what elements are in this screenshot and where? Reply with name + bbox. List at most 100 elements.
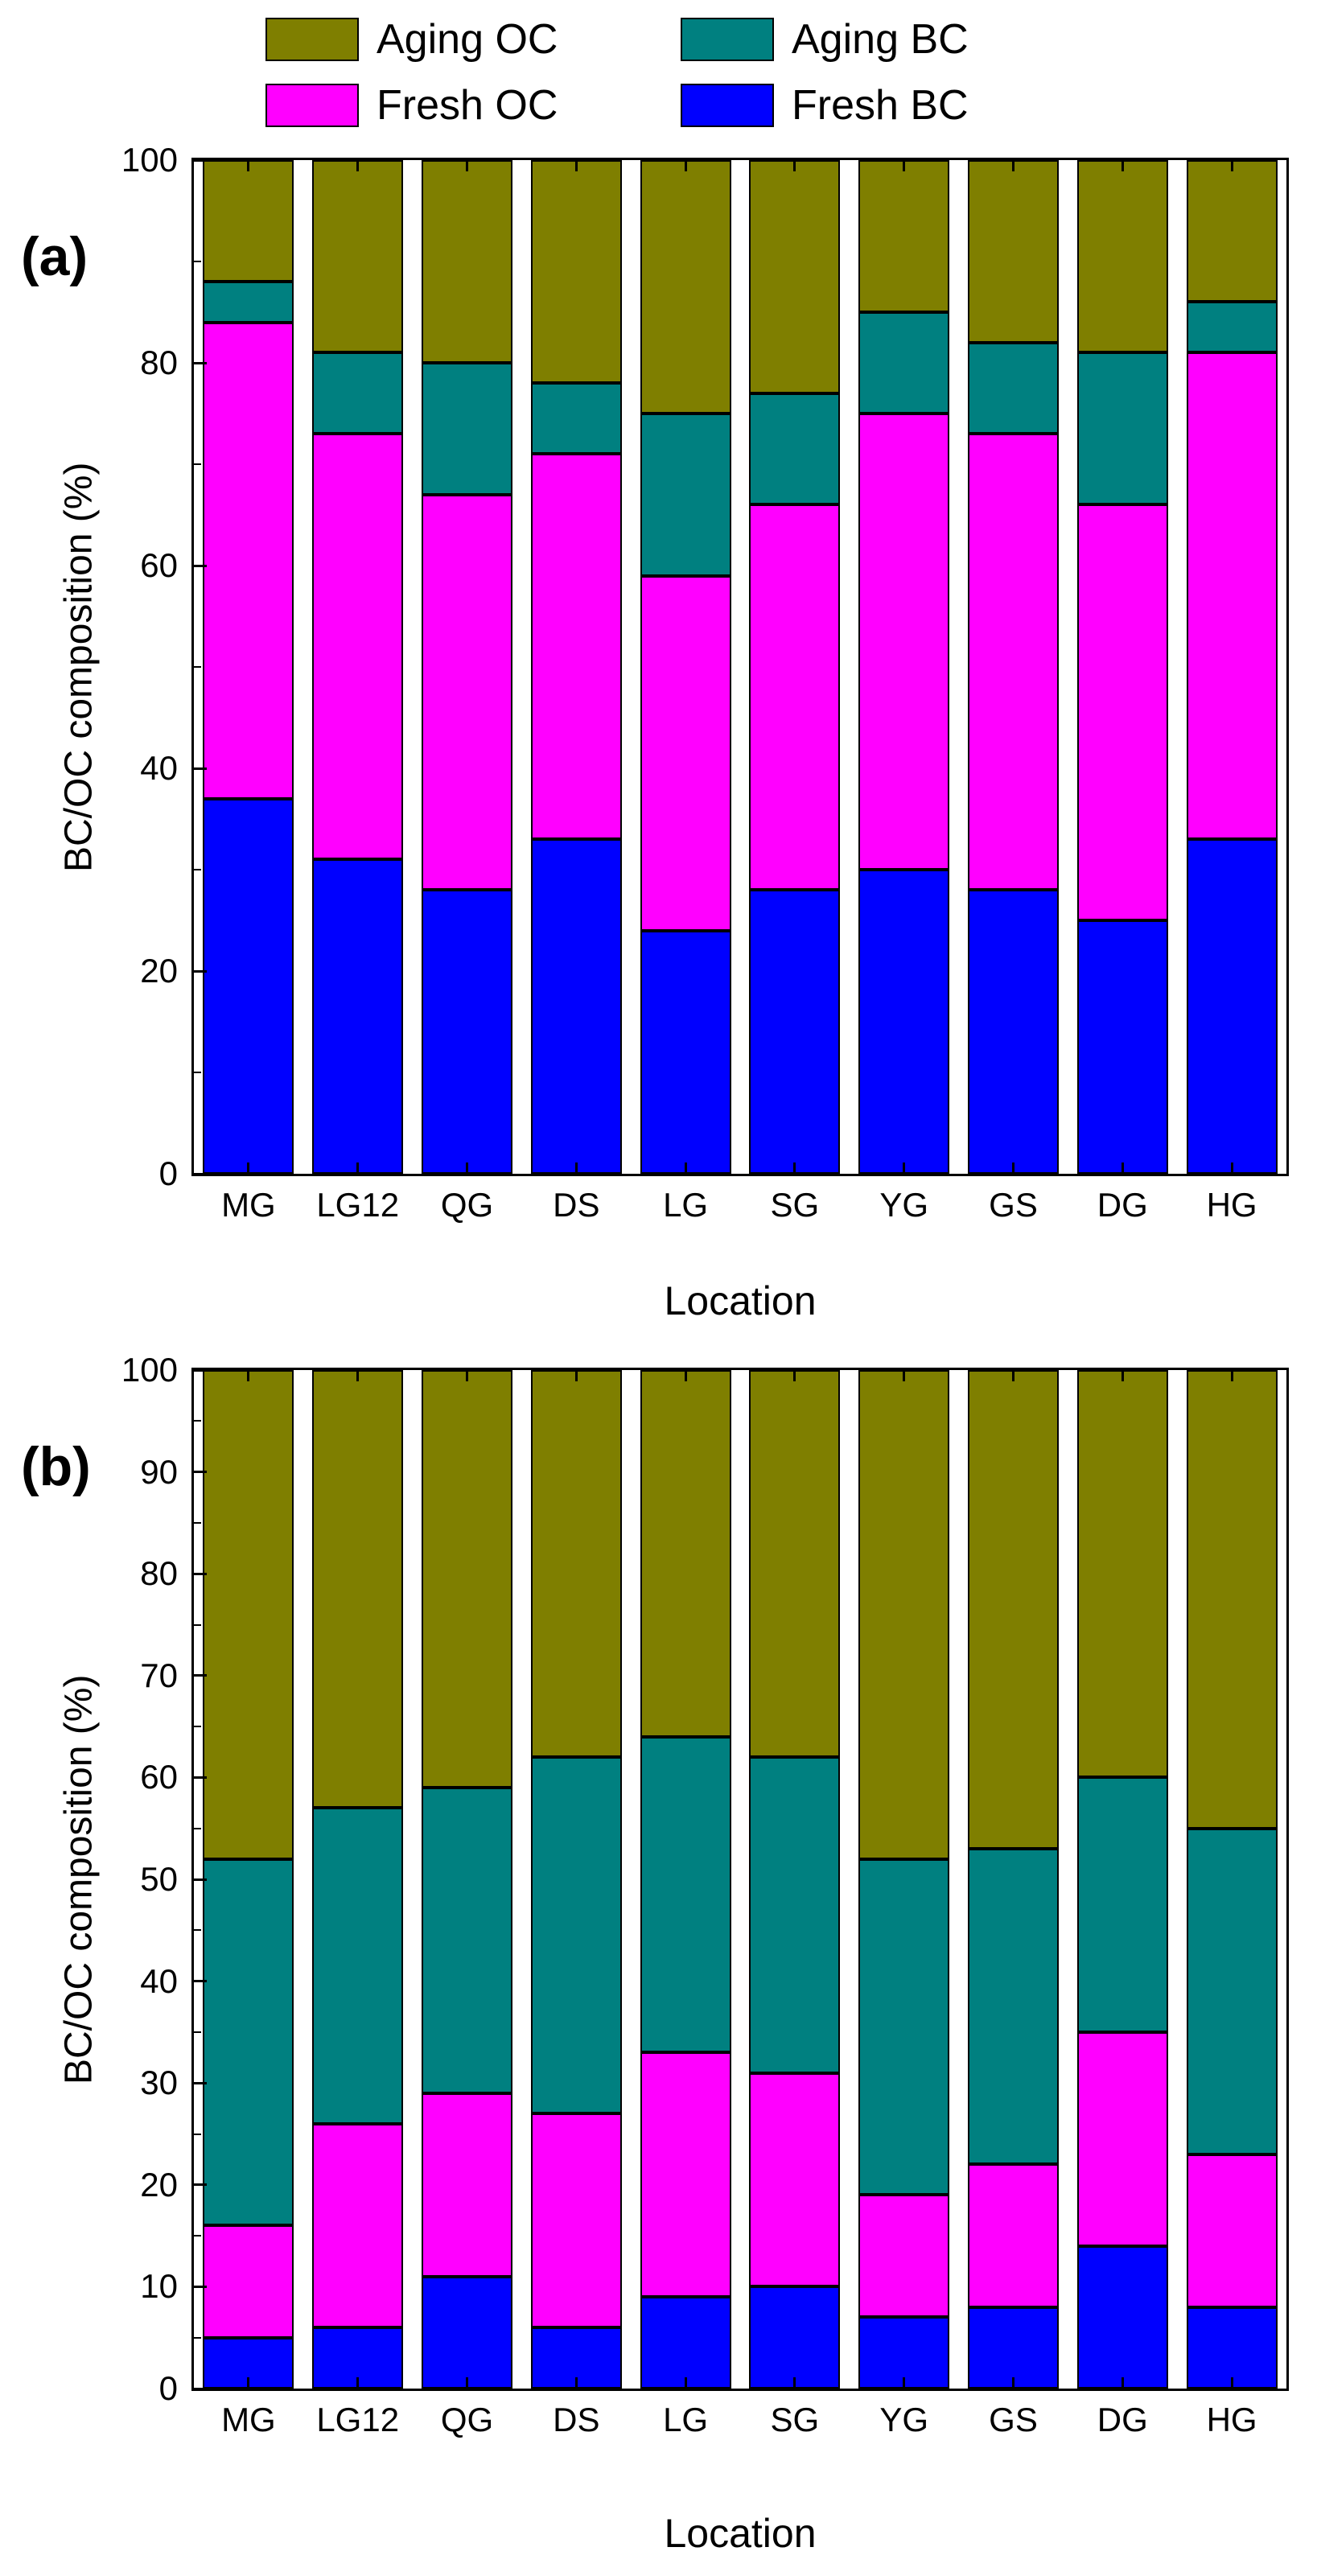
y-tick-label: 20 — [140, 2165, 178, 2204]
bar-segment-aging-bc — [203, 1858, 294, 2226]
bar-segment-fresh-oc — [858, 2195, 950, 2318]
x-axis-tick — [1230, 2377, 1233, 2389]
bar-segment-fresh-oc — [1186, 2154, 1278, 2307]
y-minor-tick — [194, 463, 201, 465]
y-tick-label: 100 — [121, 141, 178, 179]
x-axis-tick — [903, 1162, 906, 1174]
x-axis-tick — [1012, 1370, 1015, 1381]
bar-segment-aging-bc — [640, 1736, 731, 2053]
x-tick-label: HG — [1206, 2401, 1257, 2438]
bar-segment-fresh-oc — [530, 454, 622, 840]
bar-segment-fresh-oc — [312, 434, 404, 860]
legend-label-fresh-bc: Fresh BC — [792, 82, 969, 129]
bar-segment-aging-bc — [968, 1849, 1059, 2165]
x-axis-tick — [1121, 1370, 1124, 1381]
bar-segment-aging-bc — [858, 1858, 950, 2195]
x-axis-tick — [903, 1370, 906, 1381]
legend-item-fresh-bc: Fresh BC — [681, 84, 969, 127]
bar-segment-fresh-oc — [968, 2164, 1059, 2307]
bar-segment-aging-bc — [1076, 352, 1168, 505]
bar-segment-aging-oc — [858, 1370, 950, 1859]
x-tick-label: YG — [879, 1186, 929, 1224]
y-major-tick — [194, 1368, 207, 1372]
bar-segment-aging-bc — [749, 1757, 841, 2073]
y-major-tick — [194, 1776, 207, 1779]
legend-item-fresh-oc: Fresh OC — [265, 84, 681, 127]
y-minor-tick — [194, 666, 201, 668]
y-tick-label: 0 — [158, 2369, 178, 2407]
y-major-tick — [194, 2285, 207, 2288]
bar-segment-aging-oc — [968, 1370, 1059, 1850]
y-tick-label: 70 — [140, 1656, 178, 1694]
x-tick-label: QG — [440, 2401, 494, 2438]
panel-label-b: (b) — [21, 1436, 91, 1497]
bar-segment-fresh-bc — [1186, 2306, 1278, 2389]
bar-segment-aging-bc — [422, 1788, 512, 2093]
bar-segment-fresh-oc — [968, 434, 1059, 891]
y-minor-tick — [194, 1521, 201, 1524]
x-tick-label: GS — [989, 2401, 1038, 2438]
x-axis-tick — [574, 1162, 578, 1174]
bar-segment-aging-bc — [312, 352, 404, 434]
bar-segment-fresh-bc — [422, 2276, 512, 2389]
bar-segment-fresh-bc — [749, 890, 841, 1174]
bar-segment-aging-bc — [968, 342, 1059, 434]
x-tick-label: HG — [1206, 1186, 1257, 1224]
y-tick-label: 100 — [121, 1351, 178, 1389]
y-tick-label: 40 — [140, 749, 178, 787]
y-major-tick — [194, 1980, 207, 1983]
legend: Aging OC Aging BC Fresh OC Fresh BC — [265, 18, 969, 127]
y-minor-tick — [194, 2235, 201, 2237]
x-axis-tick — [574, 1370, 578, 1381]
x-tick-label: LG — [663, 1186, 709, 1224]
plot-area-a — [191, 158, 1289, 1176]
bar-segment-aging-bc — [749, 393, 841, 505]
x-axis-tick — [356, 1370, 360, 1381]
x-axis-tick — [793, 160, 796, 171]
x-tick-label: DS — [553, 2401, 600, 2438]
bar-segment-aging-bc — [422, 363, 512, 495]
x-axis-tick — [684, 2377, 687, 2389]
bar-segment-aging-bc — [1186, 1828, 1278, 2154]
bar-segment-aging-oc — [1076, 160, 1168, 353]
y-major-tick — [194, 1674, 207, 1677]
y-tick-label: 0 — [158, 1154, 178, 1192]
bar-segment-fresh-oc — [203, 2225, 294, 2338]
x-axis-tick — [1121, 2377, 1124, 2389]
y-major-tick — [194, 969, 207, 973]
y-tick-label: 80 — [140, 344, 178, 381]
x-tick-label: LG — [663, 2401, 709, 2438]
x-tick-label: MG — [221, 2401, 276, 2438]
bar-segment-aging-bc — [530, 1757, 622, 2114]
x-axis-tick — [793, 1370, 796, 1381]
bar-segment-aging-oc — [530, 160, 622, 384]
y-major-tick — [194, 2183, 207, 2187]
bar-segment-fresh-bc — [1186, 839, 1278, 1174]
x-tick-label: YG — [879, 2401, 929, 2438]
bar-segment-fresh-bc — [1076, 2245, 1168, 2389]
bar-segment-aging-oc — [640, 160, 731, 414]
x-tick-label: DG — [1097, 2401, 1148, 2438]
y-tick-label: 30 — [140, 2064, 178, 2102]
x-axis-tick — [1012, 1162, 1015, 1174]
x-axis-tick — [903, 160, 906, 171]
legend-label-aging-oc: Aging OC — [377, 16, 558, 63]
bar-segment-fresh-oc — [1076, 504, 1168, 920]
bar-segment-aging-oc — [858, 160, 950, 312]
bar-segment-aging-bc — [530, 383, 622, 455]
x-axis-tick — [684, 1162, 687, 1174]
x-axis-tick — [793, 1162, 796, 1174]
bar-segment-aging-oc — [530, 1370, 622, 1758]
x-tick-label: SG — [770, 2401, 820, 2438]
bar-segment-aging-bc — [312, 1808, 404, 2124]
y-major-tick — [194, 564, 207, 567]
bar-segment-aging-bc — [640, 414, 731, 576]
bar-segment-aging-bc — [1076, 1777, 1168, 2032]
chart-panel-b: (b) BC/OC composition (%) Location 0 10 20… — [0, 1353, 1317, 2576]
bar-segment-aging-oc — [1186, 1370, 1278, 1829]
legend-label-fresh-oc: Fresh OC — [377, 82, 558, 129]
y-axis-title-a: BC/OC composition (%) — [57, 462, 101, 872]
bar-segment-fresh-oc — [312, 2123, 404, 2328]
y-tick-label: 40 — [140, 1961, 178, 2000]
